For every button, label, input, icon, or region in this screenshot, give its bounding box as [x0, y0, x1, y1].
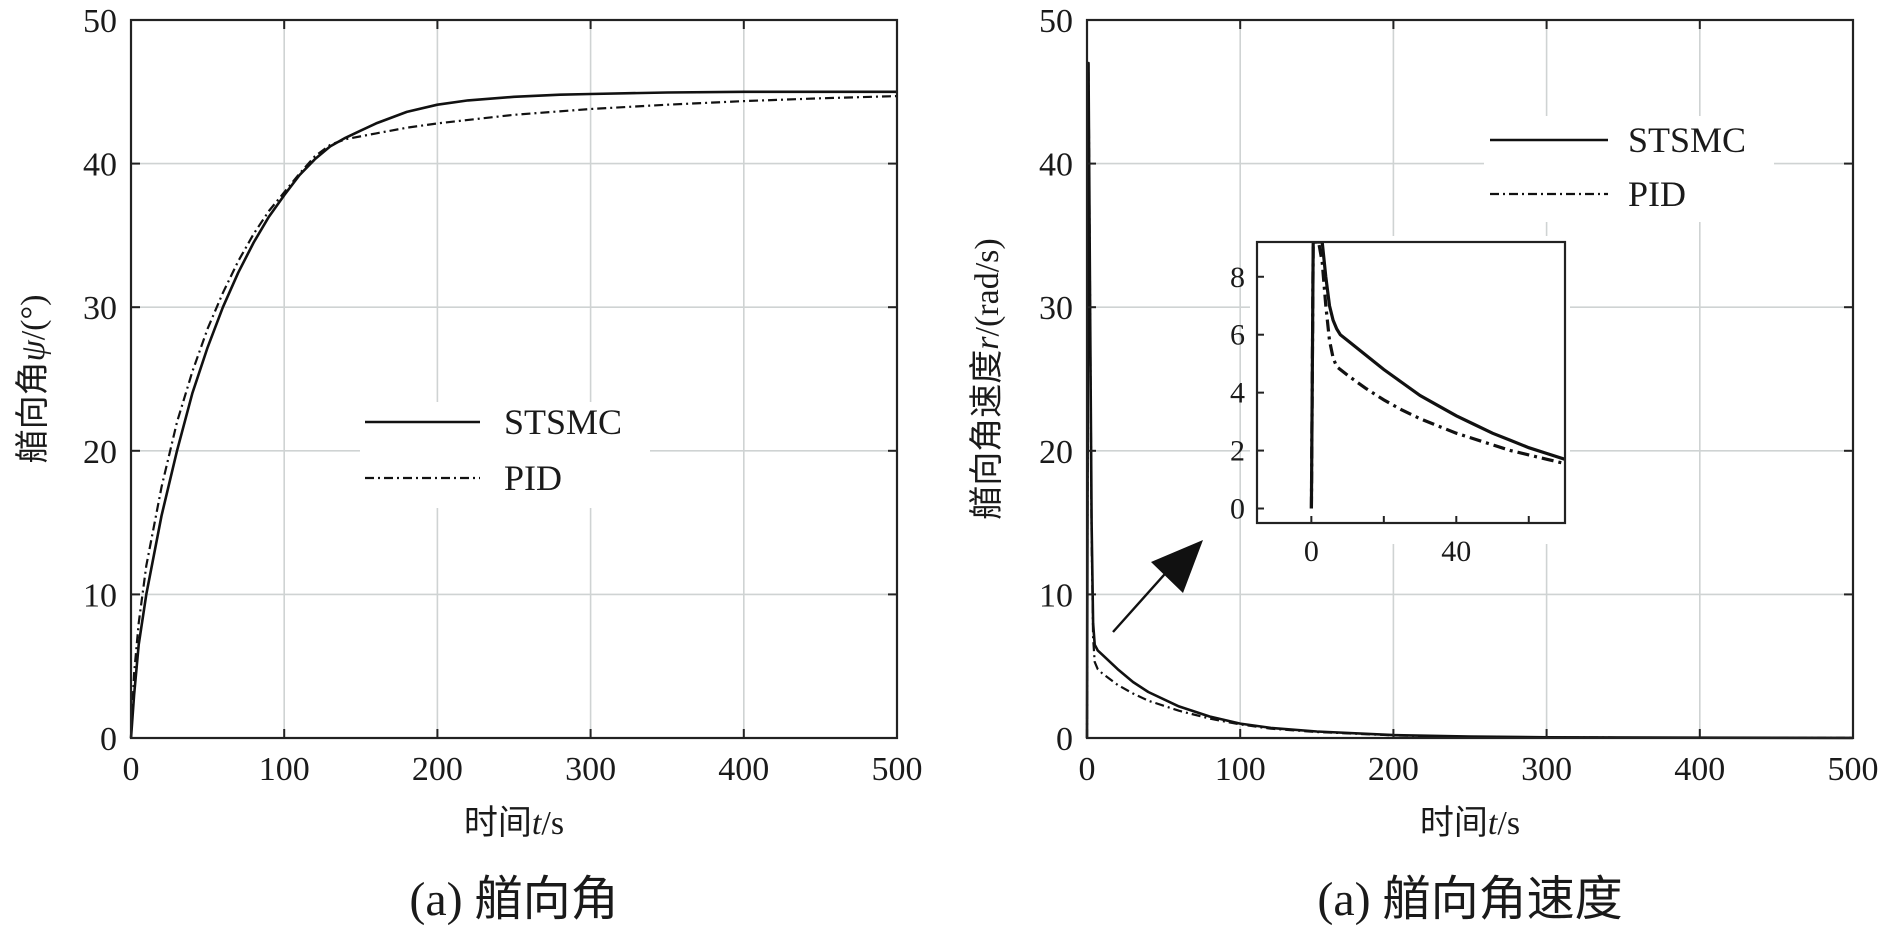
y-tick-label: 0	[100, 721, 117, 758]
inset-y-tick-label: 2	[1230, 435, 1245, 468]
yaw-rate-xlabel-unit: /s	[1497, 805, 1520, 842]
x-tick-label: 400	[718, 751, 769, 788]
inset-ticks: 0 40 0 2 4 6 8	[1230, 261, 1530, 568]
zoom-arrow-shaft	[1112, 565, 1173, 633]
x-tick-label: 500	[1828, 751, 1879, 788]
inset-x-tick-label: 40	[1441, 535, 1471, 568]
inset-y-tick-label: 6	[1230, 319, 1245, 352]
heading-ylabel-unit: /(°)	[15, 295, 52, 341]
y-tick-label: 0	[1056, 721, 1073, 758]
inset-y-tick-label: 4	[1230, 377, 1245, 410]
heading-xlabel-var: t	[532, 805, 543, 842]
yaw-rate-xlabel-var: t	[1488, 805, 1499, 842]
y-tick-label: 30	[83, 290, 117, 327]
heading-ticks: 0 100 200 300 400 500 0 10 20 30 40 50	[83, 3, 923, 788]
series-line-stsmc	[129, 90, 897, 739]
yaw-rate-caption: (a) 艏向角速度	[1317, 873, 1622, 926]
y-tick-label: 40	[1039, 147, 1073, 184]
inset-series-line-pid	[1309, 242, 1565, 509]
x-tick-label: 200	[1368, 751, 1419, 788]
x-tick-label: 500	[872, 751, 923, 788]
heading-ylabel-prefix: 艏向角	[14, 361, 52, 463]
legend-pid-label: PID	[1628, 174, 1686, 214]
x-tick-label: 200	[412, 751, 463, 788]
x-tick-label: 0	[1079, 751, 1096, 788]
inset-series	[1309, 242, 1565, 509]
inset-y-tick-label: 0	[1230, 493, 1245, 526]
y-tick-label: 50	[83, 3, 117, 40]
heading-ylabel: 艏向角ψ/(°)	[14, 295, 52, 464]
heading-xlabel: 时间t/s	[464, 805, 564, 842]
yaw-rate-legend: STSMC PID	[1484, 116, 1774, 222]
legend-stsmc-label: STSMC	[1628, 120, 1746, 160]
yaw-rate-ylabel: 艏向角速度r/(rad/s)	[968, 238, 1006, 519]
legend-pid-label: PID	[504, 458, 562, 498]
yaw-rate-ylabel-unit: /(rad/s)	[969, 238, 1006, 336]
y-tick-label: 10	[1039, 577, 1073, 614]
x-tick-label: 100	[1215, 751, 1266, 788]
y-tick-label: 20	[1039, 434, 1073, 471]
y-tick-label: 40	[83, 147, 117, 184]
inset-frame	[1255, 240, 1567, 525]
x-tick-label: 300	[565, 751, 616, 788]
zoom-arrow-head	[1151, 540, 1203, 593]
heading-ylabel-var: ψ	[15, 339, 52, 361]
heading-xlabel-prefix: 时间	[464, 805, 532, 842]
y-tick-label: 10	[83, 577, 117, 614]
heading-legend: STSMC PID	[360, 402, 650, 508]
yaw-rate-plot-frame	[1085, 18, 1855, 740]
heading-angle-chart: 0 100 200 300 400 500 0 10 20 30 40 50 STSMC PID 时间…	[14, 3, 923, 926]
inset-y-tick-label: 8	[1230, 261, 1245, 294]
yaw-rate-series	[1085, 61, 1854, 740]
y-tick-label: 30	[1039, 290, 1073, 327]
x-tick-label: 0	[123, 751, 140, 788]
x-tick-label: 300	[1521, 751, 1572, 788]
yaw-rate-ylabel-var: r	[969, 336, 1006, 350]
heading-series	[129, 90, 898, 739]
heading-plot-frame	[129, 18, 899, 740]
x-tick-label: 100	[259, 751, 310, 788]
yaw-rate-legend-box	[1484, 116, 1774, 222]
y-tick-label: 50	[1039, 3, 1073, 40]
inset-series-clip	[1309, 242, 1565, 509]
heading-xlabel-unit: /s	[541, 805, 564, 842]
x-tick-label: 400	[1674, 751, 1725, 788]
heading-legend-box	[360, 402, 650, 508]
yaw-rate-ylabel-prefix: 艏向角速度	[968, 350, 1006, 520]
inset-x-tick-label: 0	[1304, 535, 1319, 568]
y-tick-label: 20	[83, 434, 117, 471]
yaw-rate-inset: 0 40 0 2 4 6 8	[1230, 236, 1570, 568]
zoom-arrow	[1112, 540, 1203, 633]
heading-caption: (a) 艏向角	[409, 873, 618, 926]
series-line-pid	[1085, 61, 1854, 740]
inset-series-line-stsmc	[1309, 242, 1565, 509]
yaw-rate-xlabel-prefix: 时间	[1420, 805, 1488, 842]
legend-stsmc-label: STSMC	[504, 402, 622, 442]
yaw-rate-xlabel: 时间t/s	[1420, 805, 1520, 842]
